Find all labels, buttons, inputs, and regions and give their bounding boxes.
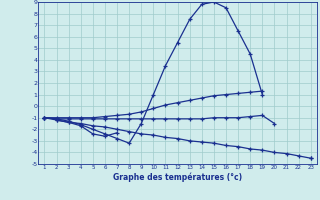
X-axis label: Graphe des températures (°c): Graphe des températures (°c) (113, 172, 242, 182)
